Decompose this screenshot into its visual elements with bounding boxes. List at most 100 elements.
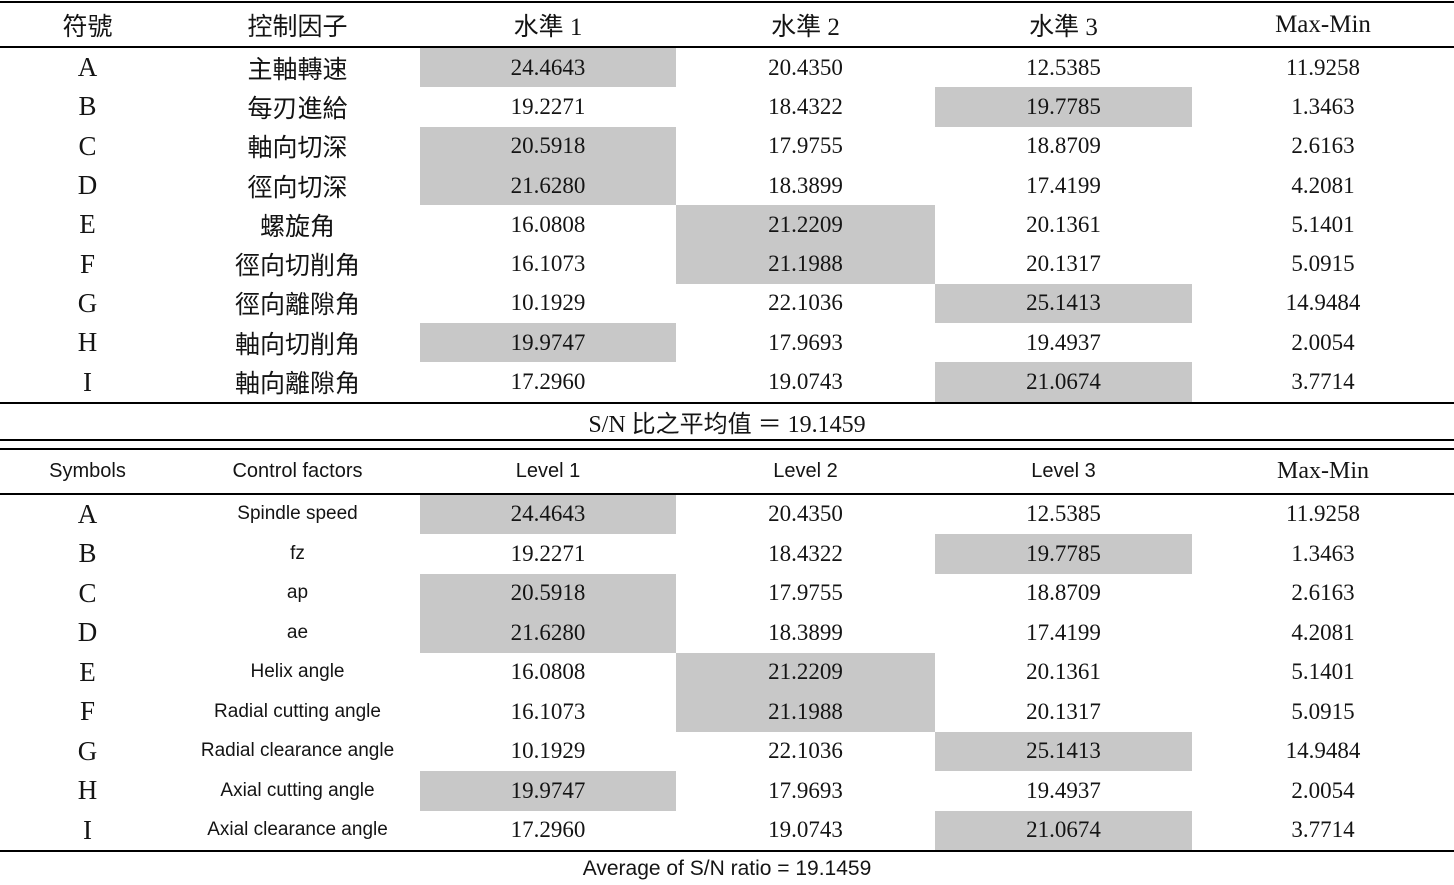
cell-max-min: 2.6163 [1291, 133, 1355, 159]
cell-symbol: C [78, 577, 97, 608]
cell-factor: 螺旋角 [259, 213, 335, 241]
cell-symbol: E [79, 656, 96, 687]
cell-level-2: 18.4322 [768, 93, 843, 119]
cell-level-2: 20.4350 [768, 501, 843, 527]
col-header-level-1: Level 1 [420, 447, 676, 495]
cell-factor: Radial clearance angle [200, 740, 395, 762]
cell-level-1-highlighted: 24.4643 [420, 47, 676, 88]
cell-symbol: B [78, 538, 97, 569]
cell-factor: Spindle speed [237, 503, 358, 525]
cell-level-1: 17.2960 [510, 817, 586, 843]
cell-level-2-highlighted: 21.1988 [676, 692, 935, 732]
cell-level-3-highlighted: 25.1413 [935, 283, 1192, 324]
cell-level-1-highlighted: 20.5918 [420, 573, 676, 614]
cell-level-1-highlighted: 19.9747 [420, 771, 676, 811]
cell-level-3: 20.1317 [1026, 698, 1101, 724]
table-body-english: A Spindle speed 24.4643 20.4350 12.5385 11.92… [0, 493, 1454, 852]
cell-level-2: 18.3899 [768, 172, 843, 198]
cell-symbol: A [77, 498, 98, 529]
cell-level-2: 22.1036 [768, 738, 843, 764]
cell-symbol: D [77, 170, 98, 201]
cell-level-2: 22.1036 [768, 290, 843, 316]
header-row: Symbols Control factors Level 1 Level 2 … [0, 447, 1454, 495]
cell-level-1-highlighted: 19.9747 [420, 323, 676, 363]
cell-max-min: 3.7714 [1291, 369, 1355, 395]
cell-max-min: 1.3463 [1291, 540, 1355, 566]
cell-max-min: 5.0915 [1291, 251, 1355, 277]
col-header-level-1: 水準 1 [420, 1, 676, 48]
cell-symbol: F [79, 696, 96, 727]
footer-row: S/N 比之平均值 ＝ 19.1459 [0, 401, 1454, 441]
cell-level-3: 17.4199 [1026, 172, 1101, 198]
cell-max-min: 1.3463 [1291, 93, 1355, 119]
col-header-symbol: 符號 [0, 1, 175, 48]
cell-level-3: 18.8709 [1026, 580, 1101, 606]
factor-row-H: H Axial cutting angle 19.9747 17.9693 19.493… [0, 771, 1454, 811]
cell-symbol: I [83, 366, 92, 397]
cell-level-1: 16.1073 [510, 698, 586, 724]
factor-row-E: E 螺旋角 16.0808 21.2209 20.1361 5.1401 [0, 205, 1454, 245]
factor-row-G: G Radial clearance angle 10.1929 22.1036 25.… [0, 731, 1454, 772]
factor-row-C: C 軸向切深 20.5918 17.9755 18.8709 2.6163 [0, 126, 1454, 166]
cell-level-3: 12.5385 [1026, 54, 1101, 80]
average-sn-ratio-note: S/N 比之平均值 ＝ 19.1459 [0, 401, 1454, 441]
cell-symbol: G [77, 735, 98, 766]
cell-level-2: 20.4350 [768, 54, 843, 80]
cell-symbol: I [83, 814, 92, 845]
cell-factor: 主軸轉速 [247, 56, 348, 84]
factor-row-F: F Radial cutting angle 16.1073 21.1988 20.13… [0, 692, 1454, 732]
cell-level-1: 10.1929 [510, 290, 586, 316]
cell-factor: 每刃進給 [247, 95, 348, 123]
sn-ratio-table-chinese: 符號 控制因子 水準 1 水準 2 水準 3 Max-Min A 主軸轉速 24.4… [0, 1, 1454, 441]
cell-level-2-highlighted: 21.2209 [676, 205, 935, 245]
cell-level-1-highlighted: 21.6280 [420, 165, 676, 206]
table-footer-chinese: S/N 比之平均值 ＝ 19.1459 [0, 401, 1454, 441]
cell-level-1: 19.2271 [510, 93, 586, 119]
cell-max-min: 5.1401 [1291, 211, 1355, 237]
col-header-symbols: Symbols [0, 447, 175, 495]
cell-level-3: 19.4937 [1026, 329, 1101, 355]
factor-row-G: G 徑向離隙角 10.1929 22.1036 25.1413 14.9484 [0, 283, 1454, 324]
cell-max-min: 5.1401 [1291, 659, 1355, 685]
cell-level-2: 17.9755 [768, 133, 843, 159]
cell-max-min: 5.0915 [1291, 698, 1355, 724]
cell-factor: 徑向切削角 [234, 253, 360, 281]
cell-level-3-highlighted: 25.1413 [935, 731, 1192, 772]
cell-level-2: 17.9693 [768, 329, 843, 355]
cell-level-2-highlighted: 21.2209 [676, 652, 935, 693]
col-header-max-min: Max-Min [1192, 1, 1454, 48]
cell-level-1-highlighted: 20.5918 [420, 126, 676, 166]
cell-max-min: 2.0054 [1291, 329, 1355, 355]
cell-factor: 軸向離隙角 [234, 371, 360, 399]
cell-level-2: 19.0743 [768, 817, 843, 843]
cell-factor: ae [286, 621, 309, 643]
cell-level-3: 20.1361 [1026, 659, 1101, 685]
cell-level-1: 10.1929 [510, 738, 586, 764]
cell-level-3-highlighted: 21.0674 [935, 362, 1192, 403]
factor-row-B: B 每刃進給 19.2271 18.4322 19.7785 1.3463 [0, 87, 1454, 127]
cell-symbol: H [77, 327, 98, 358]
cell-max-min: 11.9258 [1286, 54, 1360, 80]
cell-symbol: E [79, 209, 96, 240]
cell-factor: Axial clearance angle [207, 819, 388, 841]
cell-max-min: 14.9484 [1285, 290, 1361, 316]
cell-factor: 軸向切深 [247, 135, 348, 163]
cell-level-1-highlighted: 24.4643 [420, 493, 676, 535]
factor-row-I: I Axial clearance angle 17.2960 19.0743 21.0… [0, 810, 1454, 852]
cell-level-3: 12.5385 [1026, 501, 1101, 527]
cell-level-1: 19.2271 [510, 540, 586, 566]
cell-level-3-highlighted: 21.0674 [935, 810, 1192, 852]
cell-symbol: A [77, 52, 98, 83]
factor-row-D: D 徑向切深 21.6280 18.3899 17.4199 4.2081 [0, 165, 1454, 206]
cell-level-1: 16.1073 [510, 251, 586, 277]
cell-symbol: B [78, 91, 97, 122]
factor-row-A: A Spindle speed 24.4643 20.4350 12.5385 11.92… [0, 493, 1454, 535]
col-header-level-2: 水準 2 [676, 1, 935, 48]
col-header-control-factors: 控制因子 [175, 1, 420, 48]
sn-ratio-table-english: Symbols Control factors Level 1 Level 2 … [0, 447, 1454, 885]
factor-row-H: H 軸向切削角 19.9747 17.9693 19.4937 2.0054 [0, 323, 1454, 363]
